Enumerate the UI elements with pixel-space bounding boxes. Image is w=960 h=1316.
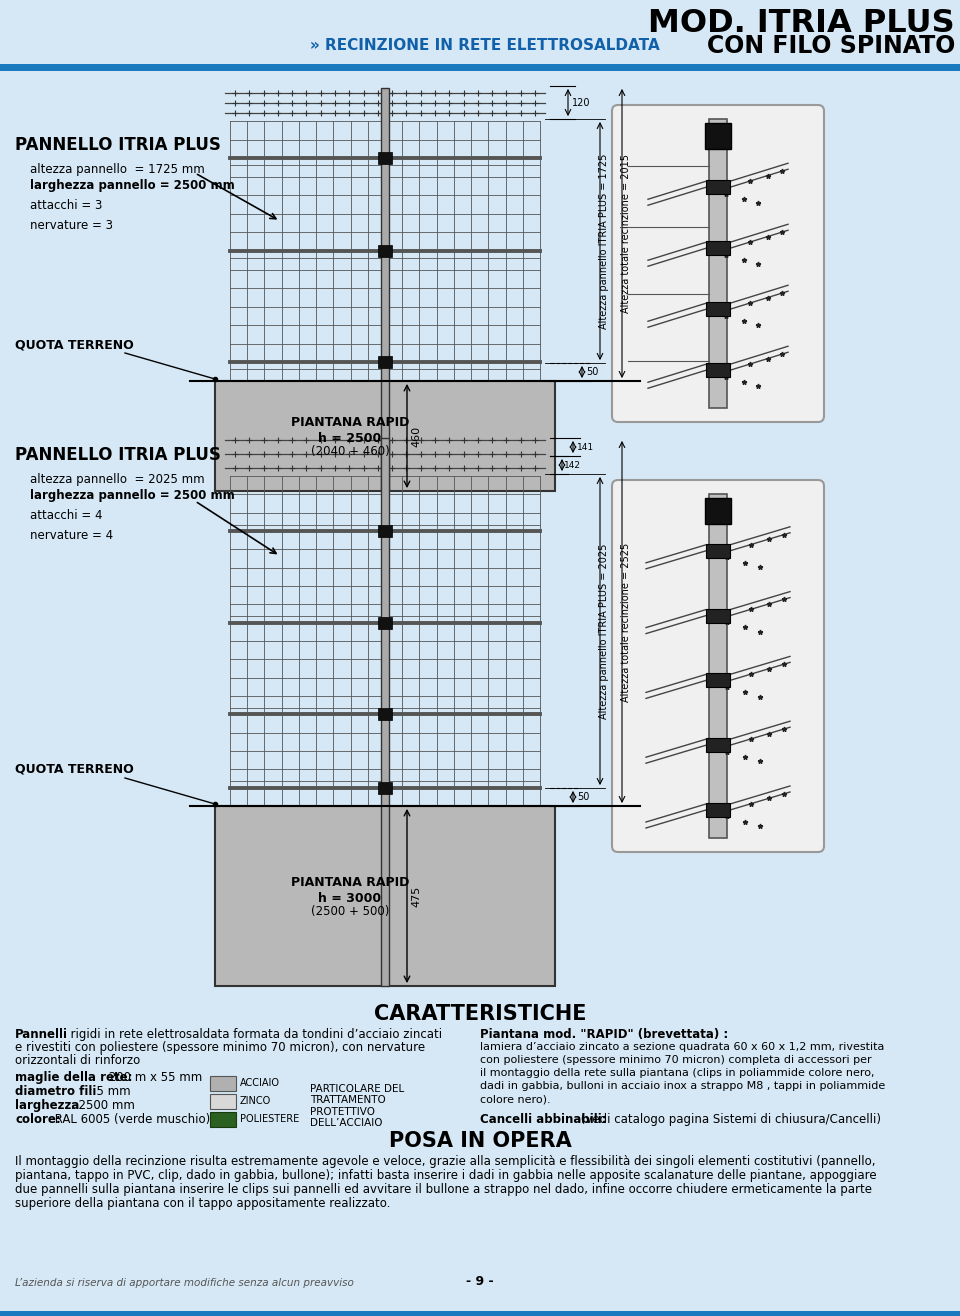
Text: larghezza pannello = 2500 mm: larghezza pannello = 2500 mm [30, 490, 235, 501]
Text: Altezza totale recinzione = 2525: Altezza totale recinzione = 2525 [621, 542, 631, 701]
Text: QUOTA TERRENO: QUOTA TERRENO [15, 338, 133, 351]
Text: PANNELLO ITRIA PLUS: PANNELLO ITRIA PLUS [15, 136, 221, 154]
Text: : rigidi in rete elettrosaldata formata da tondini d’acciaio zincati: : rigidi in rete elettrosaldata formata … [59, 1028, 443, 1041]
Polygon shape [378, 357, 392, 368]
Text: - 9 -: - 9 - [467, 1275, 493, 1288]
Text: h = 2500: h = 2500 [319, 432, 382, 445]
Polygon shape [706, 363, 730, 378]
Text: ACCIAIO: ACCIAIO [240, 1079, 280, 1088]
Text: (2040 + 460): (2040 + 460) [311, 446, 390, 458]
Text: CARATTERISTICHE: CARATTERISTICHE [373, 1004, 587, 1024]
Text: (2500 + 500): (2500 + 500) [311, 905, 389, 919]
Text: nervature = 3: nervature = 3 [30, 218, 113, 232]
Text: PIANTANA RAPID: PIANTANA RAPID [291, 875, 409, 888]
Polygon shape [0, 64, 960, 71]
Text: POLIESTERE: POLIESTERE [240, 1115, 300, 1124]
Text: QUOTA TERRENO: QUOTA TERRENO [15, 763, 133, 776]
Text: altezza pannello  = 1725 mm: altezza pannello = 1725 mm [30, 163, 204, 176]
Text: altezza pannello  = 2025 mm: altezza pannello = 2025 mm [30, 472, 204, 486]
Text: MOD. ITRIA PLUS: MOD. ITRIA PLUS [648, 8, 955, 39]
Polygon shape [381, 438, 389, 986]
Text: superiore della piantana con il tappo appositamente realizzato.: superiore della piantana con il tappo ap… [15, 1198, 391, 1209]
Text: piantana, tappo in PVC, clip, dado in gabbia, bullone); infatti basta inserire i: piantana, tappo in PVC, clip, dado in ga… [15, 1169, 876, 1182]
Polygon shape [709, 494, 727, 838]
Text: e rivestiti con poliestere (spessore minimo 70 micron), con nervature: e rivestiti con poliestere (spessore min… [15, 1041, 425, 1054]
Text: larghezza: larghezza [15, 1099, 80, 1112]
Text: Cancelli abbinabili:: Cancelli abbinabili: [480, 1113, 607, 1126]
Text: 50: 50 [577, 792, 589, 801]
Text: 141: 141 [577, 442, 594, 451]
Polygon shape [378, 617, 392, 629]
Text: Pannelli: Pannelli [15, 1028, 68, 1041]
Text: L’azienda si riserva di apportare modifiche senza alcun preavviso: L’azienda si riserva di apportare modifi… [15, 1278, 354, 1288]
Polygon shape [705, 497, 731, 524]
Text: PARTICOLARE DEL
TRATTAMENTO
PROTETTIVO
DELL’ACCIAIO: PARTICOLARE DEL TRATTAMENTO PROTETTIVO D… [310, 1083, 404, 1128]
Polygon shape [215, 382, 555, 491]
Text: due pannelli sulla piantana inserire le clips sui pannelli ed avvitare il bullon: due pannelli sulla piantana inserire le … [15, 1183, 872, 1196]
Polygon shape [706, 738, 730, 753]
Text: 460: 460 [411, 425, 421, 446]
Polygon shape [706, 544, 730, 558]
Text: colore nero).: colore nero). [480, 1094, 551, 1104]
Polygon shape [210, 1112, 236, 1126]
Text: lamiera d’acciaio zincato a sezione quadrata 60 x 60 x 1,2 mm, rivestita: lamiera d’acciaio zincato a sezione quad… [480, 1042, 884, 1051]
Text: maglie della rete:: maglie della rete: [15, 1071, 132, 1084]
Text: larghezza pannello = 2500 mm: larghezza pannello = 2500 mm [30, 179, 235, 192]
Polygon shape [705, 122, 731, 149]
Polygon shape [706, 674, 730, 687]
Text: h = 3000: h = 3000 [319, 891, 381, 904]
Polygon shape [378, 245, 392, 257]
Text: diametro fili: diametro fili [15, 1084, 96, 1098]
Text: attacchi = 3: attacchi = 3 [30, 199, 103, 212]
Polygon shape [0, 1311, 960, 1316]
Text: attacchi = 4: attacchi = 4 [30, 509, 103, 522]
Text: 142: 142 [564, 461, 581, 470]
Polygon shape [378, 525, 392, 537]
Text: Il montaggio della recinzione risulta estremamente agevole e veloce, grazie alla: Il montaggio della recinzione risulta es… [15, 1155, 876, 1169]
Text: dadi in gabbia, bulloni in acciaio inox a strappo M8 , tappi in poliammide: dadi in gabbia, bulloni in acciaio inox … [480, 1080, 885, 1091]
Polygon shape [706, 608, 730, 622]
Text: Piantana mod. "RAPID" (brevettata) :: Piantana mod. "RAPID" (brevettata) : [480, 1028, 729, 1041]
Text: 475: 475 [411, 886, 421, 907]
Text: : 2500 mm: : 2500 mm [67, 1099, 134, 1112]
Polygon shape [378, 782, 392, 794]
Polygon shape [706, 180, 730, 195]
Text: CON FILO SPINATO: CON FILO SPINATO [707, 34, 955, 58]
Text: 120: 120 [572, 97, 590, 108]
Polygon shape [706, 303, 730, 316]
Text: Altezza pannello ITRIA PLUS = 1725: Altezza pannello ITRIA PLUS = 1725 [599, 153, 609, 329]
Polygon shape [210, 1076, 236, 1091]
Text: PANNELLO ITRIA PLUS: PANNELLO ITRIA PLUS [15, 446, 221, 465]
Polygon shape [706, 803, 730, 817]
FancyBboxPatch shape [612, 480, 824, 851]
Polygon shape [215, 805, 555, 986]
Text: Altezza totale recinzione = 2015: Altezza totale recinzione = 2015 [621, 154, 631, 313]
Text: : 5 mm: : 5 mm [85, 1084, 131, 1098]
Text: » RECINZIONE IN RETE ELETTROSALDATA: » RECINZIONE IN RETE ELETTROSALDATA [310, 38, 660, 54]
Text: (vedi catalogo pagina Sistemi di chiusura/Cancelli): (vedi catalogo pagina Sistemi di chiusur… [577, 1113, 881, 1126]
Text: con poliestere (spessore minimo 70 micron) completa di accessori per: con poliestere (spessore minimo 70 micro… [480, 1055, 872, 1065]
Text: PIANTANA RAPID: PIANTANA RAPID [291, 416, 409, 429]
Text: 200 m x 55 mm: 200 m x 55 mm [105, 1071, 203, 1084]
Text: ZINCO: ZINCO [240, 1096, 272, 1107]
Text: colore:: colore: [15, 1113, 60, 1126]
Polygon shape [210, 1094, 236, 1109]
Polygon shape [381, 88, 389, 491]
Text: POSA IN OPERA: POSA IN OPERA [389, 1130, 571, 1152]
Text: Altezza pannello ITRIA PLUS = 2025: Altezza pannello ITRIA PLUS = 2025 [599, 544, 609, 719]
Text: orizzontali di rinforzo: orizzontali di rinforzo [15, 1054, 140, 1067]
Polygon shape [378, 708, 392, 720]
Polygon shape [709, 118, 727, 408]
Text: 50: 50 [586, 367, 598, 376]
Polygon shape [706, 241, 730, 255]
Text: RAL 6005 (verde muschio): RAL 6005 (verde muschio) [51, 1113, 210, 1126]
Text: il montaggio della rete sulla piantana (clips in poliammide colore nero,: il montaggio della rete sulla piantana (… [480, 1069, 875, 1078]
Polygon shape [378, 153, 392, 164]
FancyBboxPatch shape [612, 105, 824, 422]
Text: nervature = 4: nervature = 4 [30, 529, 113, 542]
